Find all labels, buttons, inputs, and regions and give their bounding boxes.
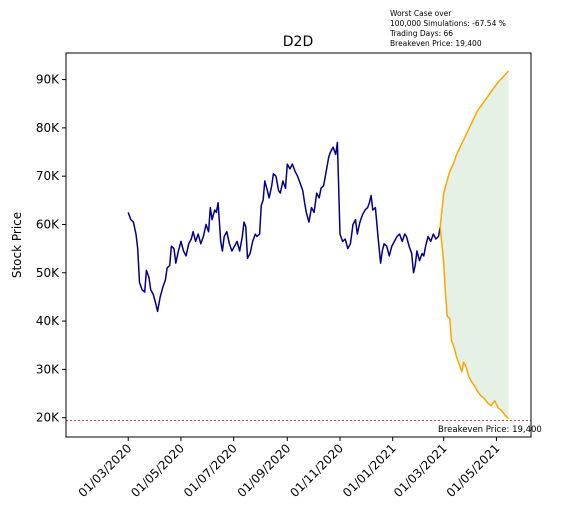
y-axis-label: Stock Price — [10, 212, 24, 278]
y-tick-label: 70K — [36, 169, 60, 183]
y-tick-label: 20K — [36, 411, 60, 425]
y-tick-label: 50K — [36, 266, 60, 280]
note-line-2: 100,000 Simulations: -67.54 % — [390, 19, 506, 28]
simulation-range-band — [440, 70, 509, 419]
series-layer — [127, 70, 510, 420]
simulation-note: Worst Case over 100,000 Simulations: -67… — [389, 9, 506, 48]
simulated-worst-path-line — [439, 226, 510, 420]
simulation-band-layer — [440, 70, 509, 419]
y-tick-label: 60K — [36, 217, 60, 231]
y-axis-ticks: 20K 30K 40K 50K 60K 70K 80K 90K — [36, 73, 66, 425]
historical-price-line — [127, 141, 441, 313]
simulated-best-path-line — [439, 70, 510, 227]
chart-title: D2D — [283, 34, 313, 50]
plot-frame — [65, 52, 532, 438]
note-line-1: Worst Case over — [390, 9, 452, 18]
y-tick-label: 90K — [36, 73, 60, 87]
y-tick-label: 80K — [36, 121, 60, 135]
y-tick-label: 30K — [36, 362, 60, 376]
breakeven-label: Breakeven Price: 19,400 — [438, 425, 542, 435]
note-line-3: Trading Days: 66 — [389, 29, 453, 38]
note-line-4: Breakeven Price: 19,400 — [390, 39, 482, 48]
y-tick-label: 40K — [36, 314, 60, 328]
